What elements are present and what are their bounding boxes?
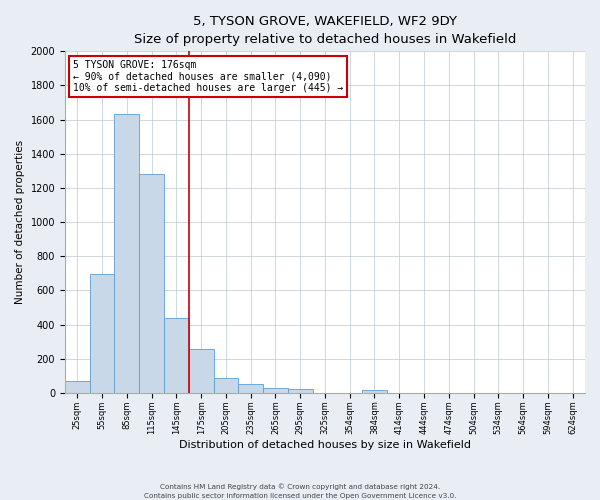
Y-axis label: Number of detached properties: Number of detached properties (15, 140, 25, 304)
Title: 5, TYSON GROVE, WAKEFIELD, WF2 9DY
Size of property relative to detached houses : 5, TYSON GROVE, WAKEFIELD, WF2 9DY Size … (134, 15, 516, 46)
Bar (164, 318, 189, 393)
X-axis label: Distribution of detached houses by size in Wakefield: Distribution of detached houses by size … (179, 440, 471, 450)
Bar (214, 378, 238, 393)
Bar (362, 390, 387, 393)
Bar (115, 114, 139, 393)
Bar (89, 274, 115, 393)
Bar (238, 384, 263, 393)
Bar (263, 388, 288, 393)
Bar (189, 350, 214, 393)
Text: Contains HM Land Registry data © Crown copyright and database right 2024.
Contai: Contains HM Land Registry data © Crown c… (144, 484, 456, 499)
Bar (288, 388, 313, 393)
Bar (65, 381, 89, 393)
Text: 5 TYSON GROVE: 176sqm
← 90% of detached houses are smaller (4,090)
10% of semi-d: 5 TYSON GROVE: 176sqm ← 90% of detached … (73, 60, 343, 93)
Bar (139, 174, 164, 393)
